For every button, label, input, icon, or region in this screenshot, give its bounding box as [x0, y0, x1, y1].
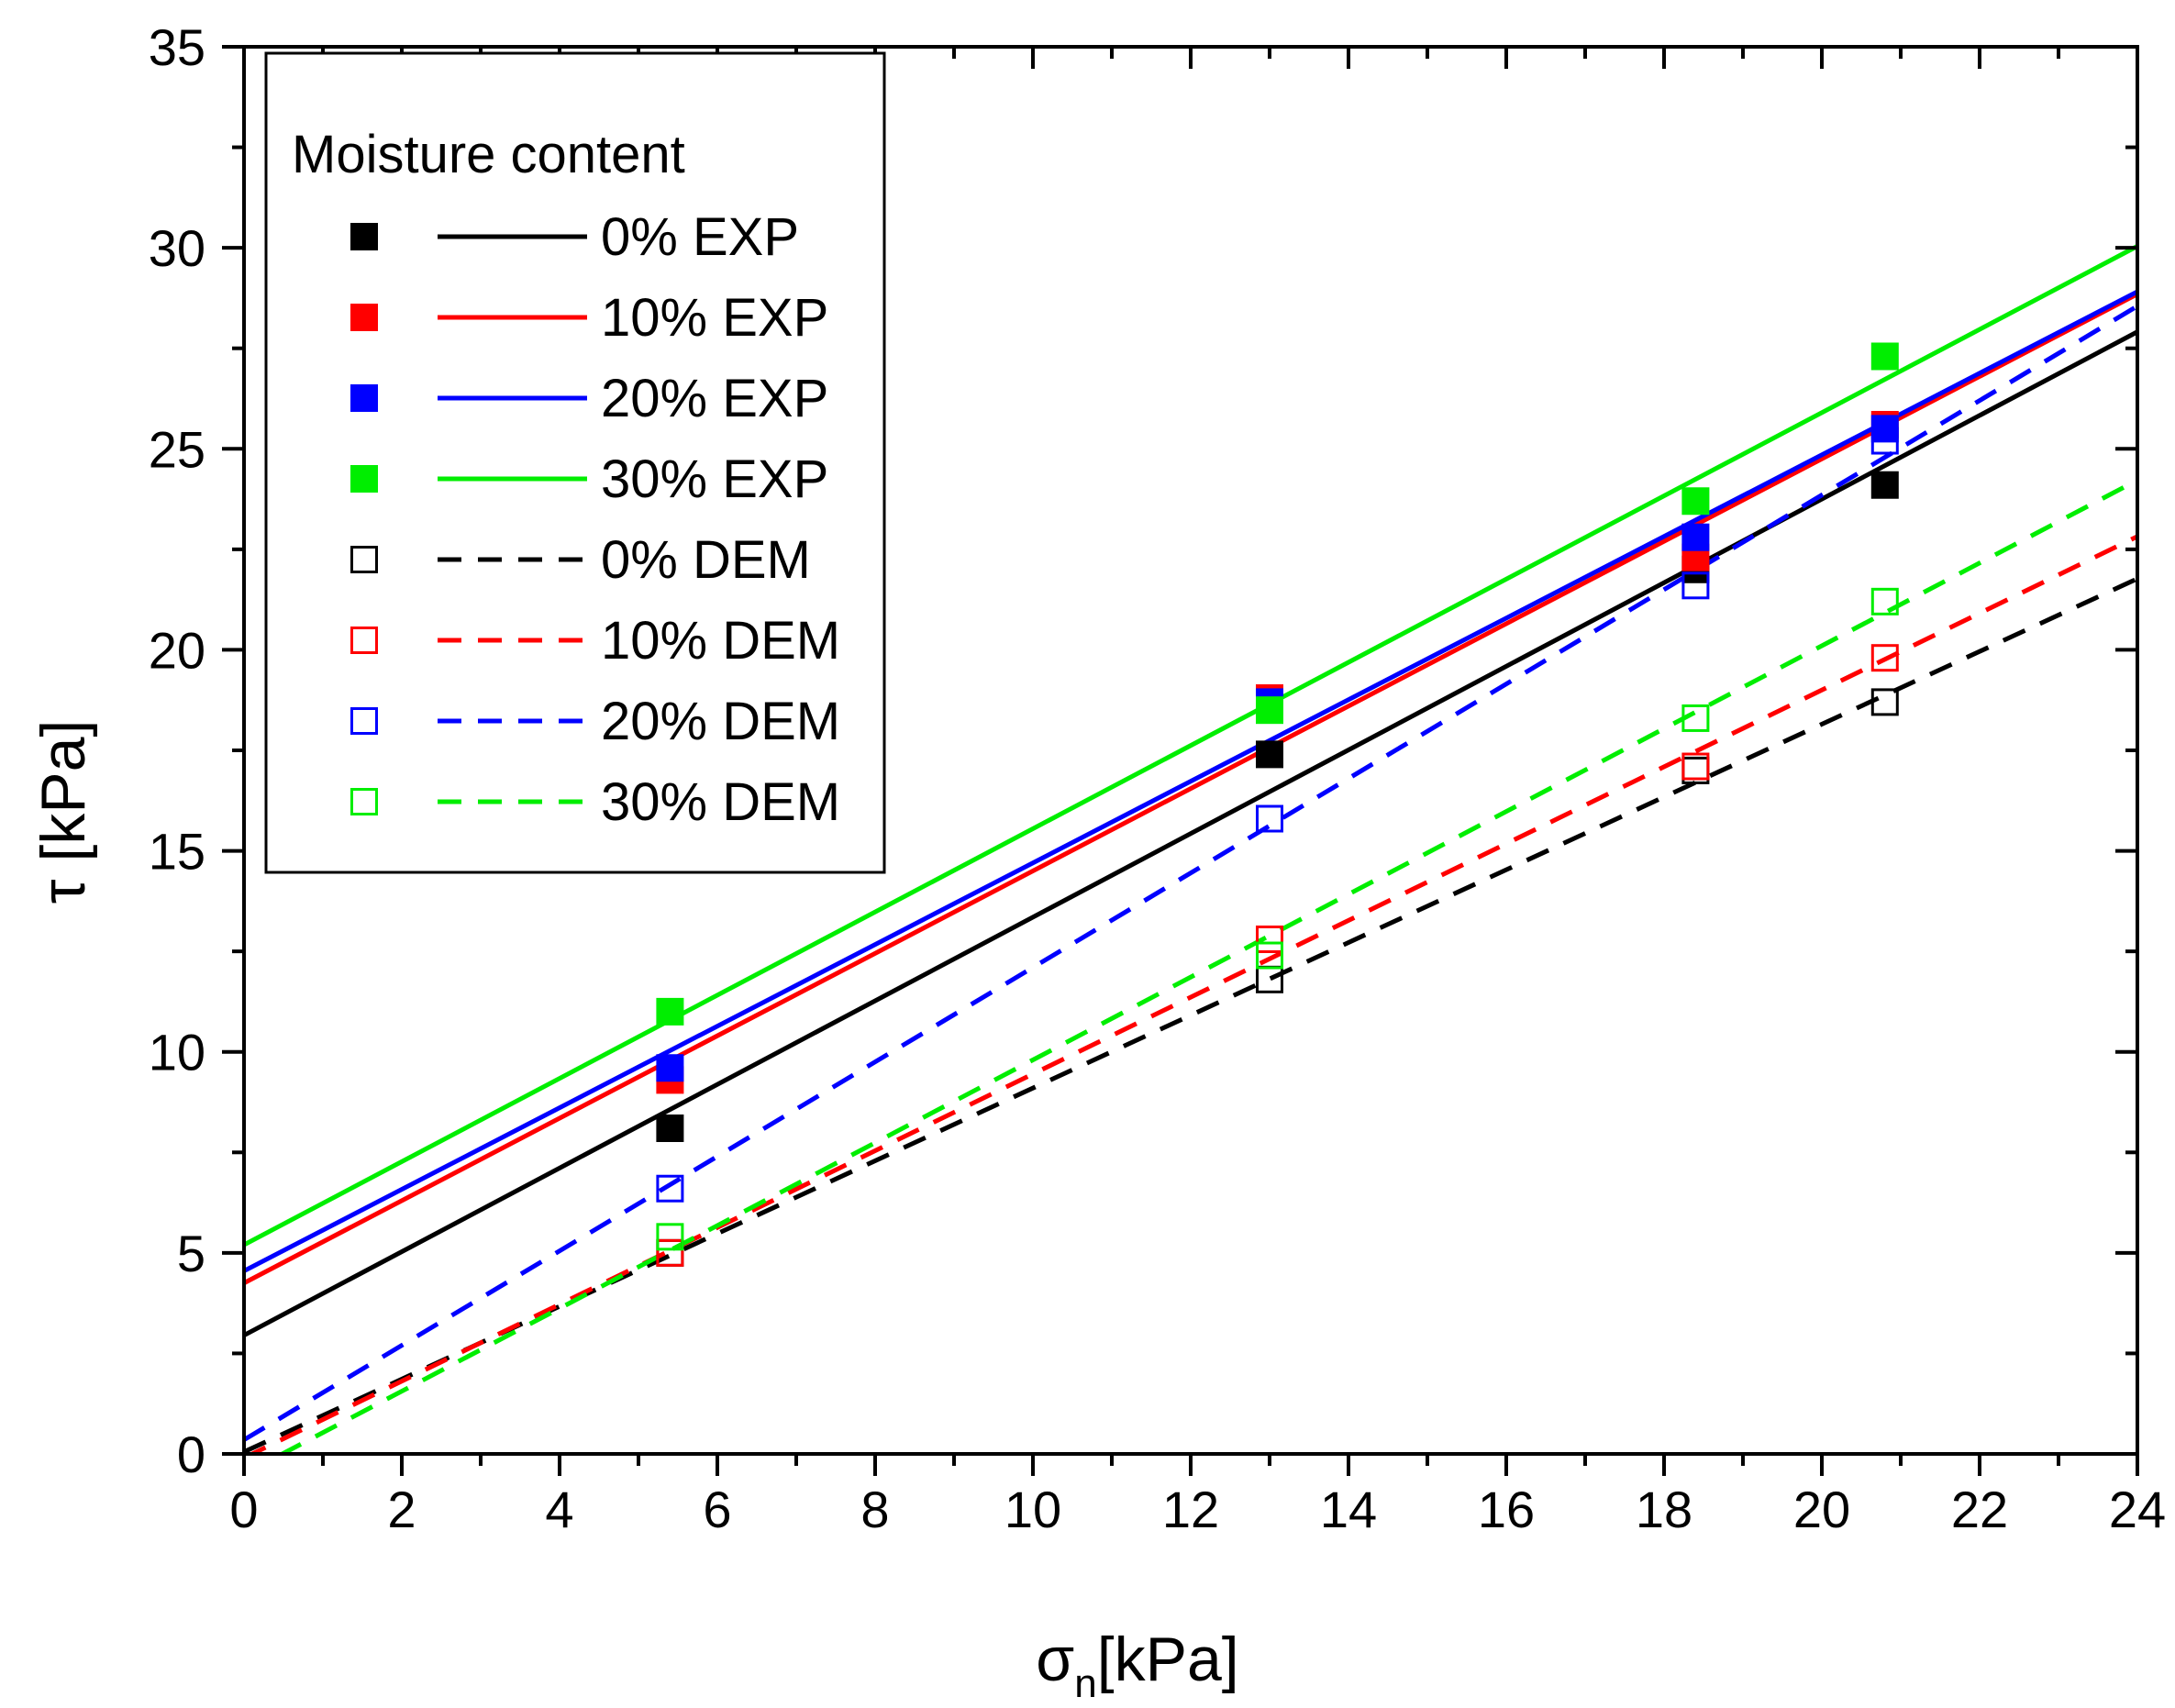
data-point-3-0 [656, 997, 684, 1026]
y-tick-label: 0 [177, 1425, 205, 1483]
data-point-5-0 [656, 1238, 684, 1267]
legend-label: 20% DEM [601, 692, 840, 751]
x-tick-label: 4 [545, 1481, 573, 1538]
data-point-0-0 [656, 1114, 684, 1142]
data-point-5-3 [1870, 644, 1899, 672]
data-point-7-2 [1681, 704, 1710, 732]
data-point-3-2 [1681, 487, 1710, 516]
data-point-6-2 [1681, 571, 1710, 600]
x-tick-label: 0 [229, 1481, 258, 1538]
legend: Moisture content 0% EXP 10% EXP 20% EXP 30% … [264, 51, 886, 874]
data-point-3-3 [1870, 342, 1899, 371]
legend-item: 10% DEM [350, 611, 840, 671]
y-tick-label: 5 [177, 1225, 205, 1282]
legend-label: 0% EXP [601, 207, 799, 267]
x-axis-title: σn[kPa] [1036, 1625, 1238, 1706]
legend-marker [350, 627, 378, 654]
legend-marker [350, 223, 378, 250]
y-tick-label: 10 [149, 1024, 205, 1081]
x-tick-label: 10 [1004, 1481, 1061, 1538]
y-tick-label: 30 [149, 219, 205, 277]
legend-item: 20% DEM [350, 692, 840, 751]
legend-label: 10% EXP [601, 288, 828, 348]
data-point-0-3 [1870, 471, 1899, 499]
legend-title: Moisture content [292, 125, 685, 184]
y-tick-label: 25 [149, 420, 205, 478]
legend-item: 10% EXP [350, 288, 828, 348]
legend-label: 0% DEM [601, 530, 811, 590]
data-point-7-0 [656, 1223, 684, 1251]
y-tick-label: 15 [149, 823, 205, 881]
legend-marker [350, 707, 378, 735]
fit-line-7 [277, 478, 2137, 1454]
legend-item: 30% EXP [350, 449, 828, 509]
legend-marker [350, 546, 378, 573]
y-tick-label: 35 [149, 18, 205, 76]
data-point-7-1 [1256, 941, 1283, 970]
legend-marker [350, 304, 378, 331]
fit-line-2 [244, 289, 2137, 1273]
legend-item: 0% DEM [350, 530, 811, 590]
data-point-0-1 [1256, 740, 1283, 769]
data-point-2-2 [1681, 523, 1710, 551]
data-point-5-2 [1681, 752, 1710, 781]
x-tick-label: 18 [1636, 1481, 1692, 1538]
legend-item: 20% EXP [350, 369, 828, 428]
x-tick-label: 8 [860, 1481, 889, 1538]
x-tick-label: 6 [703, 1481, 731, 1538]
legend-label: 30% EXP [601, 449, 828, 509]
x-tick-label: 24 [2109, 1481, 2166, 1538]
x-tick-label: 14 [1320, 1481, 1377, 1538]
y-tick-label: 20 [149, 621, 205, 679]
fit-line-4 [244, 576, 2137, 1454]
legend-label: 30% DEM [601, 772, 840, 832]
data-point-2-0 [656, 1054, 684, 1082]
data-point-6-3 [1870, 427, 1899, 455]
data-point-6-1 [1256, 804, 1283, 833]
y-axis-title: τ [kPa] [28, 720, 98, 904]
data-point-6-0 [656, 1174, 684, 1203]
fit-line-0 [244, 329, 2137, 1337]
data-point-4-3 [1870, 688, 1899, 716]
fit-line-1 [244, 292, 2137, 1285]
fit-line-5 [247, 534, 2137, 1454]
x-tick-label: 22 [1951, 1481, 2008, 1538]
legend-marker [350, 465, 378, 493]
x-tick-label: 20 [1793, 1481, 1850, 1538]
legend-item: 0% EXP [350, 207, 799, 267]
legend-label: 10% DEM [601, 611, 840, 671]
data-point-5-1 [1256, 925, 1283, 953]
legend-marker [350, 384, 378, 412]
fit-line-6 [244, 304, 2137, 1442]
data-point-3-1 [1256, 696, 1283, 725]
legend-marker [350, 788, 378, 815]
legend-box [264, 51, 886, 874]
x-tick-label: 16 [1478, 1481, 1535, 1538]
data-point-7-3 [1870, 587, 1899, 616]
fit-line-3 [244, 244, 2137, 1248]
legend-label: 20% EXP [601, 369, 828, 428]
x-tick-label: 12 [1162, 1481, 1219, 1538]
x-tick-label: 2 [387, 1481, 416, 1538]
data-point-4-1 [1256, 965, 1283, 993]
legend-item: 30% DEM [350, 772, 840, 832]
